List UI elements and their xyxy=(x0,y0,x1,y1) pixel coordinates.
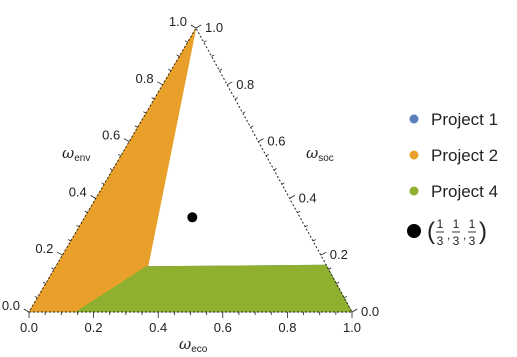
tick-mark-soc xyxy=(219,68,223,71)
legend-swatch-project-1 xyxy=(409,114,419,124)
legend-swatch-project-2 xyxy=(409,150,419,160)
axis-title-soc: ωsoc xyxy=(306,144,334,164)
tick-label-eco: 0.8 xyxy=(278,320,296,335)
tick-mark-env xyxy=(190,24,197,29)
tick-mark-soc xyxy=(234,97,238,100)
tick-mark-env xyxy=(176,54,180,57)
tick-mark-soc xyxy=(203,40,207,43)
legend-paren-close: ) xyxy=(479,218,487,245)
legend-label-project-4: Project 4 xyxy=(431,182,498,201)
tick-mark-soc xyxy=(281,182,285,185)
tick-mark-soc xyxy=(273,168,277,171)
marker-layer xyxy=(187,212,198,223)
tick-label-eco: 0.2 xyxy=(85,320,103,335)
legend-swatch-project-4 xyxy=(409,186,419,196)
tick-label-env: 0.2 xyxy=(35,241,53,256)
tick-label-env: 0.0 xyxy=(2,298,20,313)
tick-label-env: 1.0 xyxy=(169,14,187,29)
tick-label-env: 0.4 xyxy=(69,184,87,199)
tick-mark-soc xyxy=(344,295,347,299)
tick-mark-env xyxy=(23,308,30,313)
tick-mark-env xyxy=(34,295,38,299)
legend-frac-num: 1 xyxy=(469,217,476,231)
tick-label-eco: 1.0 xyxy=(343,320,361,335)
tick-mark-soc xyxy=(258,138,264,142)
tick-mark-soc xyxy=(195,24,202,29)
tick-mark-soc xyxy=(328,267,332,270)
legend-frac-sep: , xyxy=(463,228,466,242)
tick-label-soc: 1.0 xyxy=(205,20,223,35)
tick-mark-env xyxy=(42,281,46,284)
tick-mark-soc xyxy=(320,251,327,256)
tick-mark-env xyxy=(84,210,88,213)
tick-mark-soc xyxy=(351,308,358,313)
legend-frac-den: 3 xyxy=(469,234,476,248)
tick-mark-soc xyxy=(211,54,215,57)
axis-title-env: ωenv xyxy=(62,144,90,164)
legend-swatch-marker xyxy=(407,224,421,238)
tick-label-eco: 0.6 xyxy=(214,320,232,335)
tick-mark-env xyxy=(101,182,105,185)
tick-mark-soc xyxy=(305,224,308,228)
tick-mark-soc xyxy=(336,281,340,284)
legend-paren-open: ( xyxy=(427,218,435,245)
tick-label-eco: 0.0 xyxy=(20,320,38,335)
tick-mark-env xyxy=(90,195,97,199)
tick-mark-env xyxy=(134,125,138,128)
legend-frac-num: 1 xyxy=(437,217,444,231)
tick-mark-soc xyxy=(242,111,246,114)
tick-label-soc: 0.4 xyxy=(299,190,317,205)
tick-mark-env xyxy=(76,224,80,228)
tick-mark-env xyxy=(67,239,71,242)
legend-frac-sep: , xyxy=(447,228,450,242)
tick-label-env: 0.6 xyxy=(102,128,120,143)
legend-label-project-2: Project 2 xyxy=(431,146,498,165)
tick-label-env: 0.8 xyxy=(136,71,154,86)
tick-mark-env xyxy=(143,111,147,114)
regions-layer xyxy=(28,27,353,313)
tick-mark-env xyxy=(157,81,163,86)
tick-label-soc: 0.6 xyxy=(267,134,285,149)
ticks-layer: 0.0 0.2 0.4 0.6 0.8 1.00.00.20.40.60.81.00.00… xyxy=(2,14,379,335)
legend-frac-den: 3 xyxy=(437,234,444,248)
tick-mark-env xyxy=(123,138,130,142)
tick-mark-env xyxy=(151,97,155,100)
tick-label-soc: 0.2 xyxy=(330,247,348,262)
tick-mark-env xyxy=(184,40,188,43)
centroid-marker xyxy=(187,212,198,223)
tick-label-soc: 0.0 xyxy=(361,304,379,319)
tick-mark-soc xyxy=(312,239,316,242)
tick-mark-soc xyxy=(250,125,254,128)
legend-frac-num: 1 xyxy=(453,217,460,231)
tick-mark-env xyxy=(57,251,63,256)
tick-mark-soc xyxy=(226,81,233,86)
tick-mark-soc xyxy=(289,195,295,199)
axis-title-eco: ωeco xyxy=(179,335,208,355)
tick-mark-env xyxy=(109,168,113,171)
legend-frac-den: 3 xyxy=(453,234,460,248)
tick-mark-env xyxy=(118,153,122,157)
tick-mark-env xyxy=(51,267,55,270)
tick-label-soc: 0.8 xyxy=(236,77,254,92)
tick-label-eco: 0.4 xyxy=(149,320,167,335)
tick-mark-soc xyxy=(297,210,301,213)
tick-mark-env xyxy=(168,68,172,71)
legend-label-project-1: Project 1 xyxy=(431,110,498,129)
tick-mark-soc xyxy=(266,153,269,157)
